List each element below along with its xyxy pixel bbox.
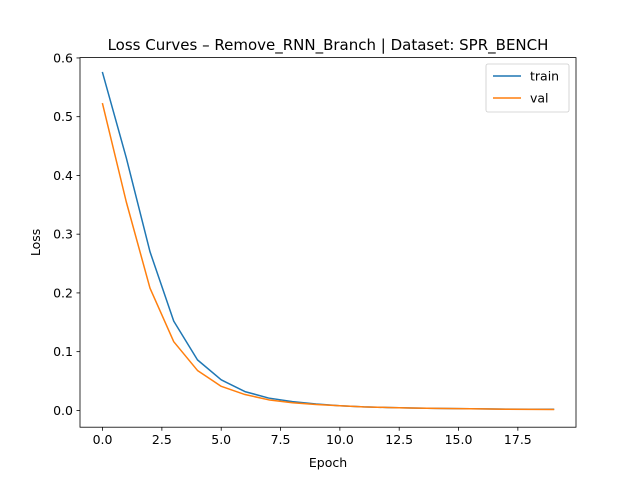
series-lines xyxy=(101,71,555,411)
y-tick-label: 0.0 xyxy=(53,403,73,418)
legend-label-train: train xyxy=(530,69,559,84)
y-tick-label: 0.2 xyxy=(53,285,73,300)
x-tick-label: 12.5 xyxy=(385,432,413,447)
y-axis-title: Loss xyxy=(28,229,43,256)
x-tick-label: 5.0 xyxy=(211,432,231,447)
x-tick-label: 0.0 xyxy=(93,432,113,447)
x-tick-label: 10.0 xyxy=(326,432,354,447)
x-axis-title: Epoch xyxy=(309,455,347,470)
y-tick-label: 0.1 xyxy=(53,344,73,359)
plot-area xyxy=(80,57,576,428)
series-line-val xyxy=(101,102,555,411)
y-tick-label: 0.6 xyxy=(53,50,73,65)
y-tick-label: 0.4 xyxy=(53,168,73,183)
x-tick-label: 7.5 xyxy=(271,432,291,447)
x-tick-label: 2.5 xyxy=(152,432,172,447)
legend: train val xyxy=(485,63,570,113)
x-tick-label: 15.0 xyxy=(445,432,473,447)
chart-title: Loss Curves – Remove_RNN_Branch | Datase… xyxy=(108,36,549,55)
plot-frame xyxy=(79,57,577,428)
x-tick-label: 17.5 xyxy=(504,432,532,447)
y-tick-label: 0.5 xyxy=(53,109,73,124)
y-axis-ticks: 0.0 0.1 0.2 0.3 0.4 0.5 0.6 xyxy=(53,50,80,418)
x-axis-ticks: 0.0 2.5 5.0 7.5 10.0 12.5 15.0 17.5 xyxy=(93,427,532,447)
legend-label-val: val xyxy=(530,91,549,106)
y-tick-label: 0.3 xyxy=(53,227,73,242)
